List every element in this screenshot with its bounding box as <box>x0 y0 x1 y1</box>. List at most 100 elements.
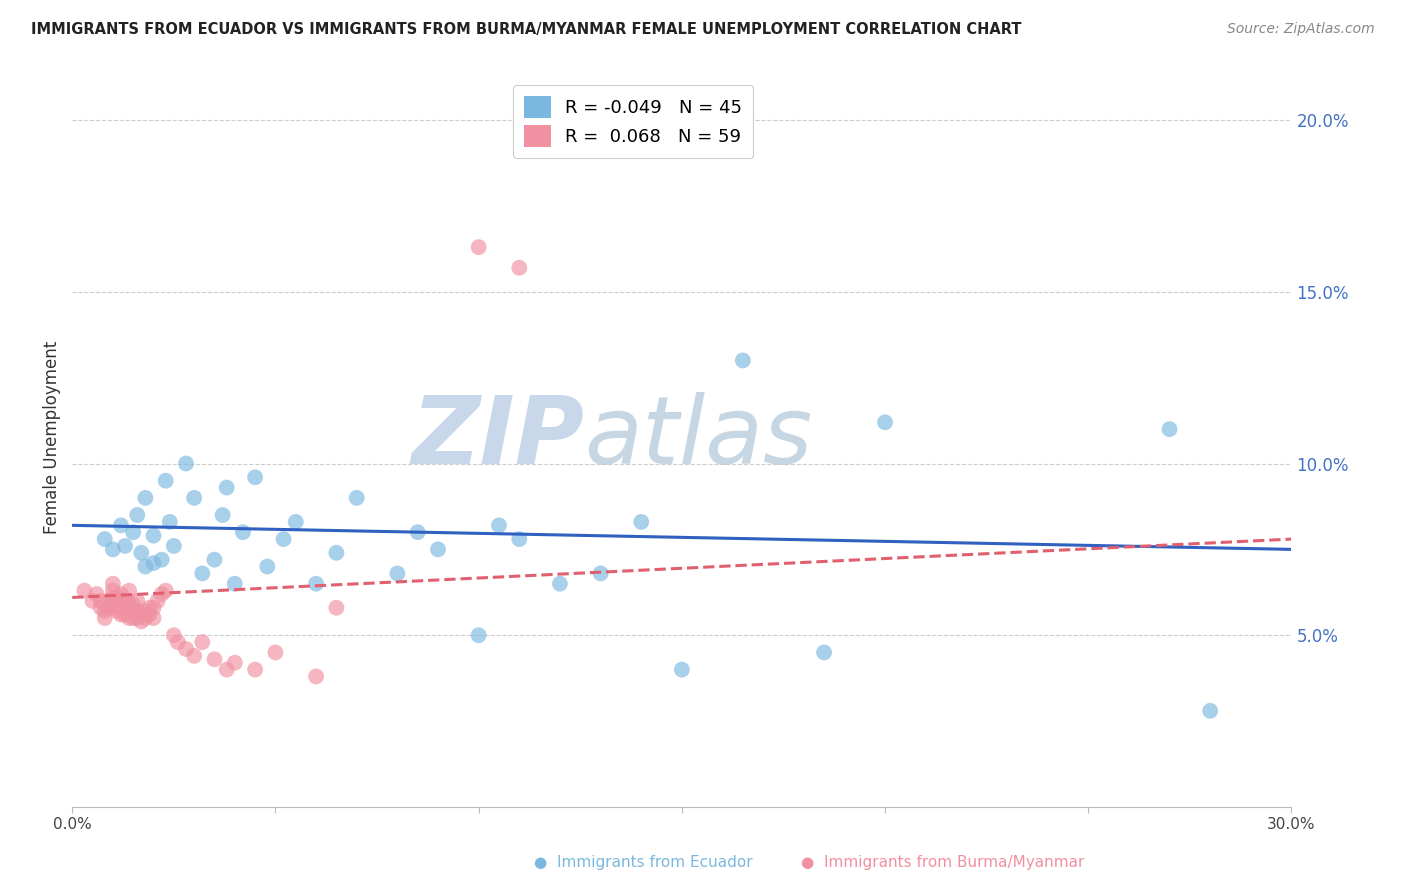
Point <box>90 594 112 608</box>
Point <box>101 598 124 612</box>
Point <box>155 583 177 598</box>
Point <box>127 508 149 522</box>
Point <box>93 604 115 618</box>
Text: ZIP: ZIP <box>412 392 585 483</box>
Text: atlas: atlas <box>585 392 813 483</box>
Point <box>134 611 156 625</box>
Point <box>110 600 132 615</box>
Point <box>114 600 136 615</box>
Point <box>273 532 295 546</box>
Text: ●  Immigrants from Ecuador: ● Immigrants from Ecuador <box>534 855 752 870</box>
Point <box>86 587 108 601</box>
Point <box>163 539 186 553</box>
Point <box>138 600 160 615</box>
Text: IMMIGRANTS FROM ECUADOR VS IMMIGRANTS FROM BURMA/MYANMAR FEMALE UNEMPLOYMENT COR: IMMIGRANTS FROM ECUADOR VS IMMIGRANTS FR… <box>31 22 1021 37</box>
Point <box>183 648 205 663</box>
Point <box>467 240 489 254</box>
Point <box>105 604 128 618</box>
Point <box>142 556 165 570</box>
Point <box>813 645 835 659</box>
Point <box>224 656 246 670</box>
Point <box>114 594 136 608</box>
Point <box>122 598 145 612</box>
Y-axis label: Female Unemployment: Female Unemployment <box>44 341 60 534</box>
Point <box>630 515 652 529</box>
Point <box>589 566 612 581</box>
Point <box>142 611 165 625</box>
Point <box>204 552 226 566</box>
Point <box>110 518 132 533</box>
Point <box>325 600 347 615</box>
Point <box>93 611 115 625</box>
Point <box>101 542 124 557</box>
Point <box>346 491 368 505</box>
Point <box>142 600 165 615</box>
Point <box>97 594 120 608</box>
Point <box>110 607 132 622</box>
Point <box>114 607 136 622</box>
Point <box>118 598 141 612</box>
Point <box>122 525 145 540</box>
Point <box>101 600 124 615</box>
Point <box>406 525 429 540</box>
Point <box>155 474 177 488</box>
Point <box>150 587 173 601</box>
Point <box>284 515 307 529</box>
Point <box>131 615 153 629</box>
Point <box>134 604 156 618</box>
Point <box>508 532 530 546</box>
Point <box>305 576 328 591</box>
Point <box>488 518 510 533</box>
Point <box>93 532 115 546</box>
Point <box>243 470 266 484</box>
Point <box>174 642 197 657</box>
Point <box>101 591 124 605</box>
Point <box>122 604 145 618</box>
Legend: R = -0.049   N = 45, R =  0.068   N = 59: R = -0.049 N = 45, R = 0.068 N = 59 <box>513 85 754 158</box>
Point <box>105 591 128 605</box>
Text: ●  Immigrants from Burma/Myanmar: ● Immigrants from Burma/Myanmar <box>801 855 1085 870</box>
Point <box>73 583 96 598</box>
Point <box>215 663 238 677</box>
Point <box>671 663 693 677</box>
Point <box>548 576 571 591</box>
Point <box>1159 422 1181 436</box>
Point <box>325 546 347 560</box>
Point <box>191 566 214 581</box>
Point <box>131 546 153 560</box>
Point <box>256 559 278 574</box>
Point <box>387 566 409 581</box>
Point <box>82 594 104 608</box>
Point <box>163 628 186 642</box>
Point <box>138 607 160 622</box>
Point <box>873 415 896 429</box>
Point <box>97 600 120 615</box>
Point <box>131 607 153 622</box>
Point <box>118 611 141 625</box>
Point <box>150 552 173 566</box>
Point <box>467 628 489 642</box>
Point <box>174 457 197 471</box>
Point <box>127 594 149 608</box>
Point <box>508 260 530 275</box>
Point <box>127 604 149 618</box>
Point <box>167 635 190 649</box>
Point <box>110 594 132 608</box>
Point <box>122 611 145 625</box>
Point <box>127 611 149 625</box>
Point <box>101 583 124 598</box>
Point <box>90 600 112 615</box>
Point <box>215 481 238 495</box>
Point <box>1199 704 1222 718</box>
Point <box>211 508 233 522</box>
Point <box>142 528 165 542</box>
Point <box>105 598 128 612</box>
Text: Source: ZipAtlas.com: Source: ZipAtlas.com <box>1227 22 1375 37</box>
Point <box>264 645 287 659</box>
Point <box>114 539 136 553</box>
Point <box>146 594 169 608</box>
Point <box>731 353 754 368</box>
Point <box>232 525 254 540</box>
Point <box>243 663 266 677</box>
Point <box>118 583 141 598</box>
